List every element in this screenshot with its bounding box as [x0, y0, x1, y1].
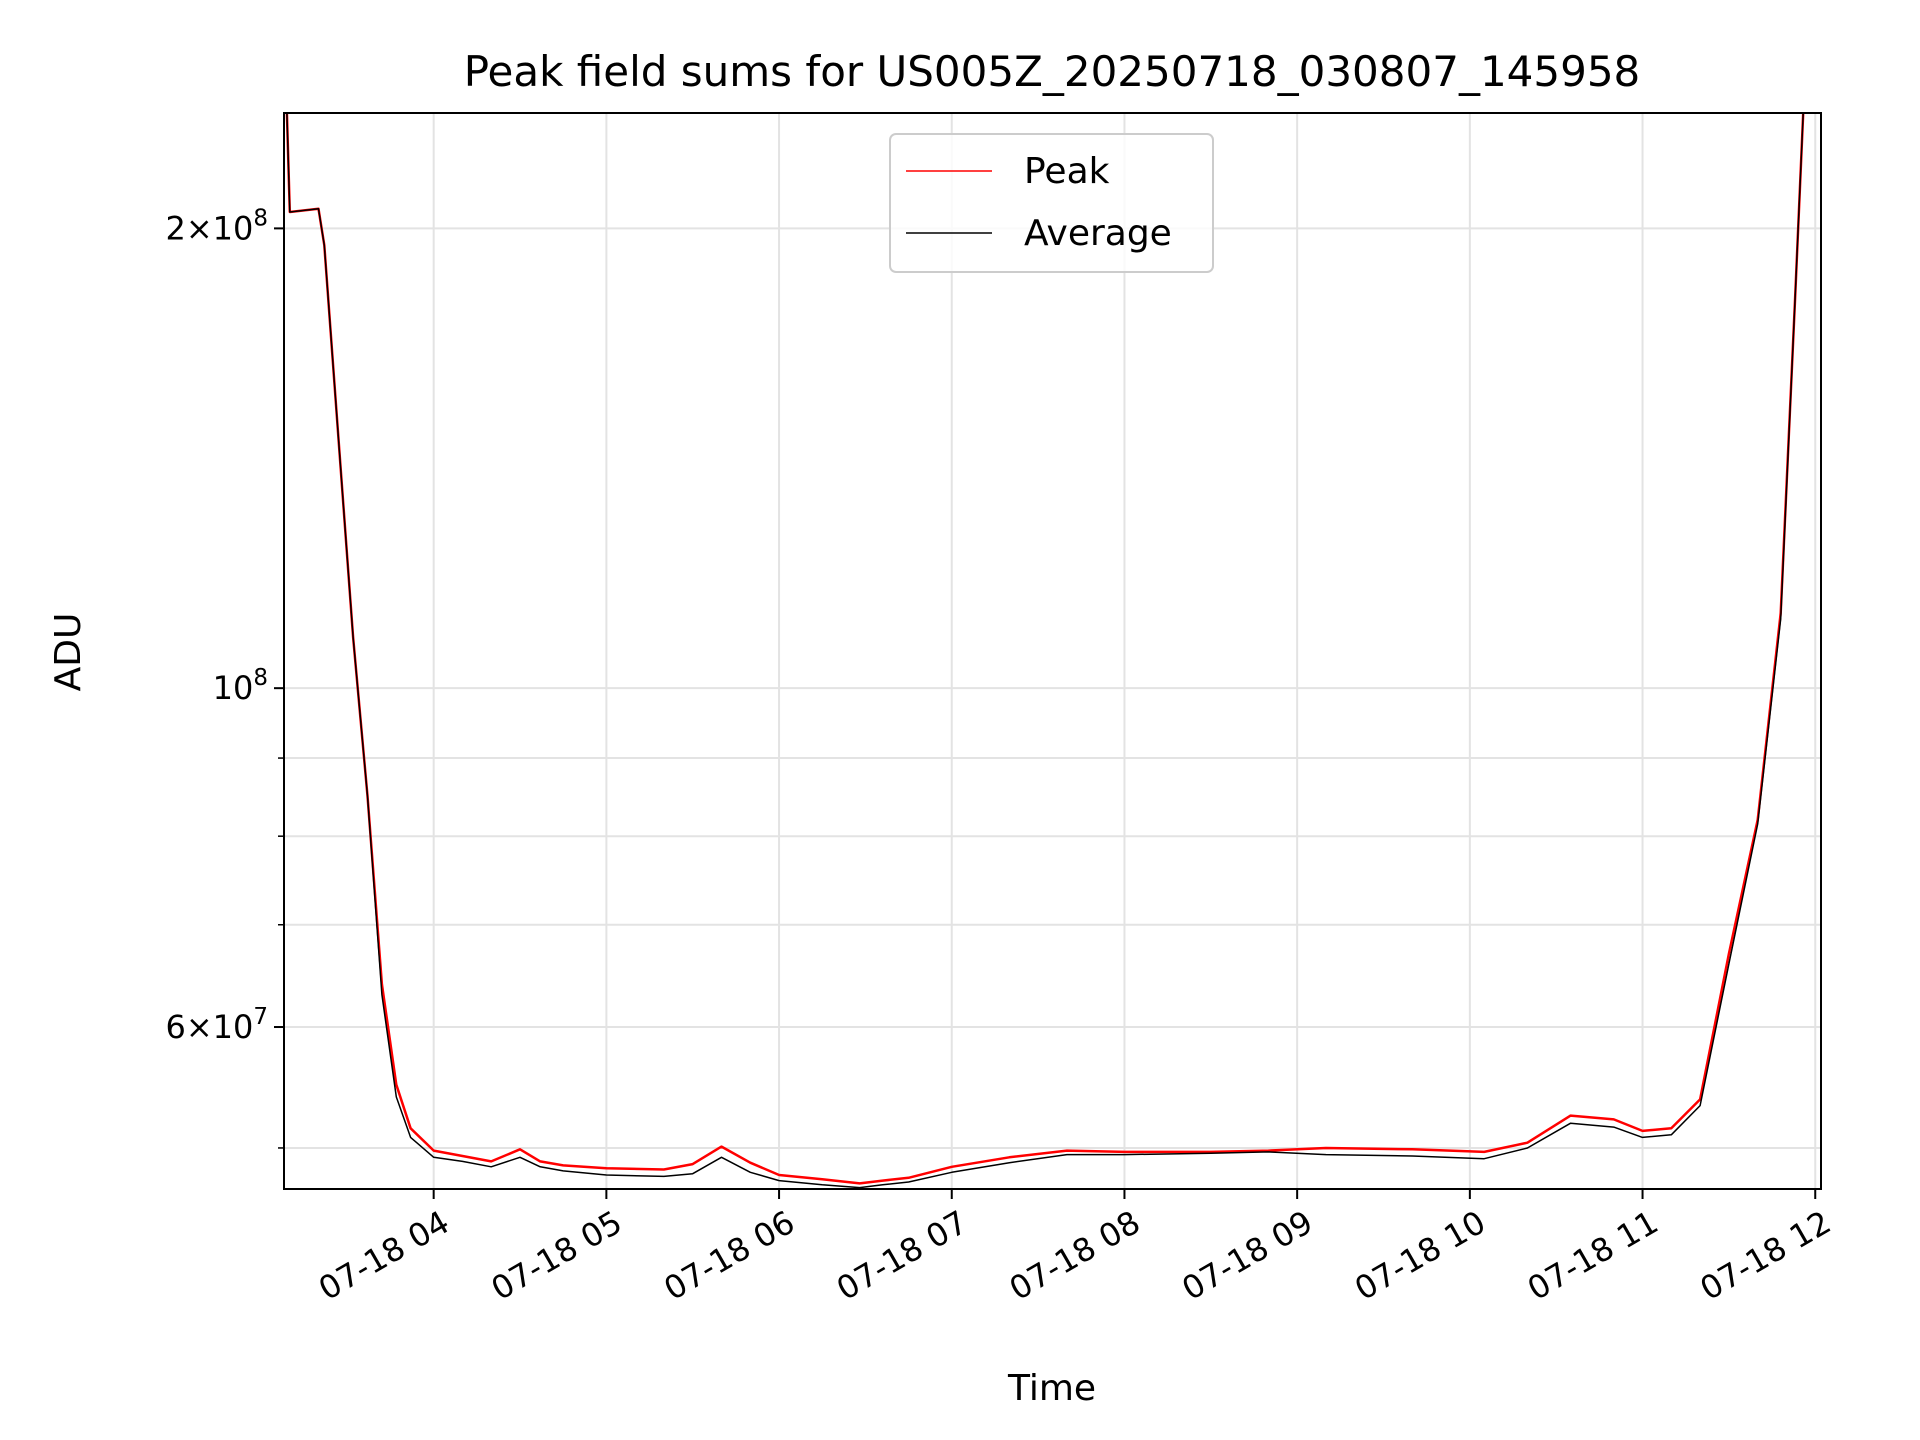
y-tick-label: 2×108 — [165, 205, 268, 247]
legend-label-average: Average — [1024, 213, 1172, 254]
legend: Peak Average — [889, 133, 1214, 273]
series-layer — [285, 113, 1805, 1189]
y-tick-label: 6×107 — [165, 1004, 268, 1046]
plot-frame — [283, 112, 1822, 1190]
x-axis-label: Time — [1007, 1368, 1096, 1409]
series-line-average — [286, 113, 1804, 1189]
grid-lines — [284, 113, 1821, 1189]
y-tick-label: 108 — [213, 665, 268, 707]
legend-label-peak: Peak — [1024, 151, 1110, 192]
chart-title: Peak field sums for US005Z_20250718_0308… — [464, 47, 1641, 96]
y-ticks: 6×107 108 2×108 — [165, 205, 284, 1149]
legend-box — [889, 133, 1214, 273]
y-axis-label: ADU — [48, 613, 89, 692]
